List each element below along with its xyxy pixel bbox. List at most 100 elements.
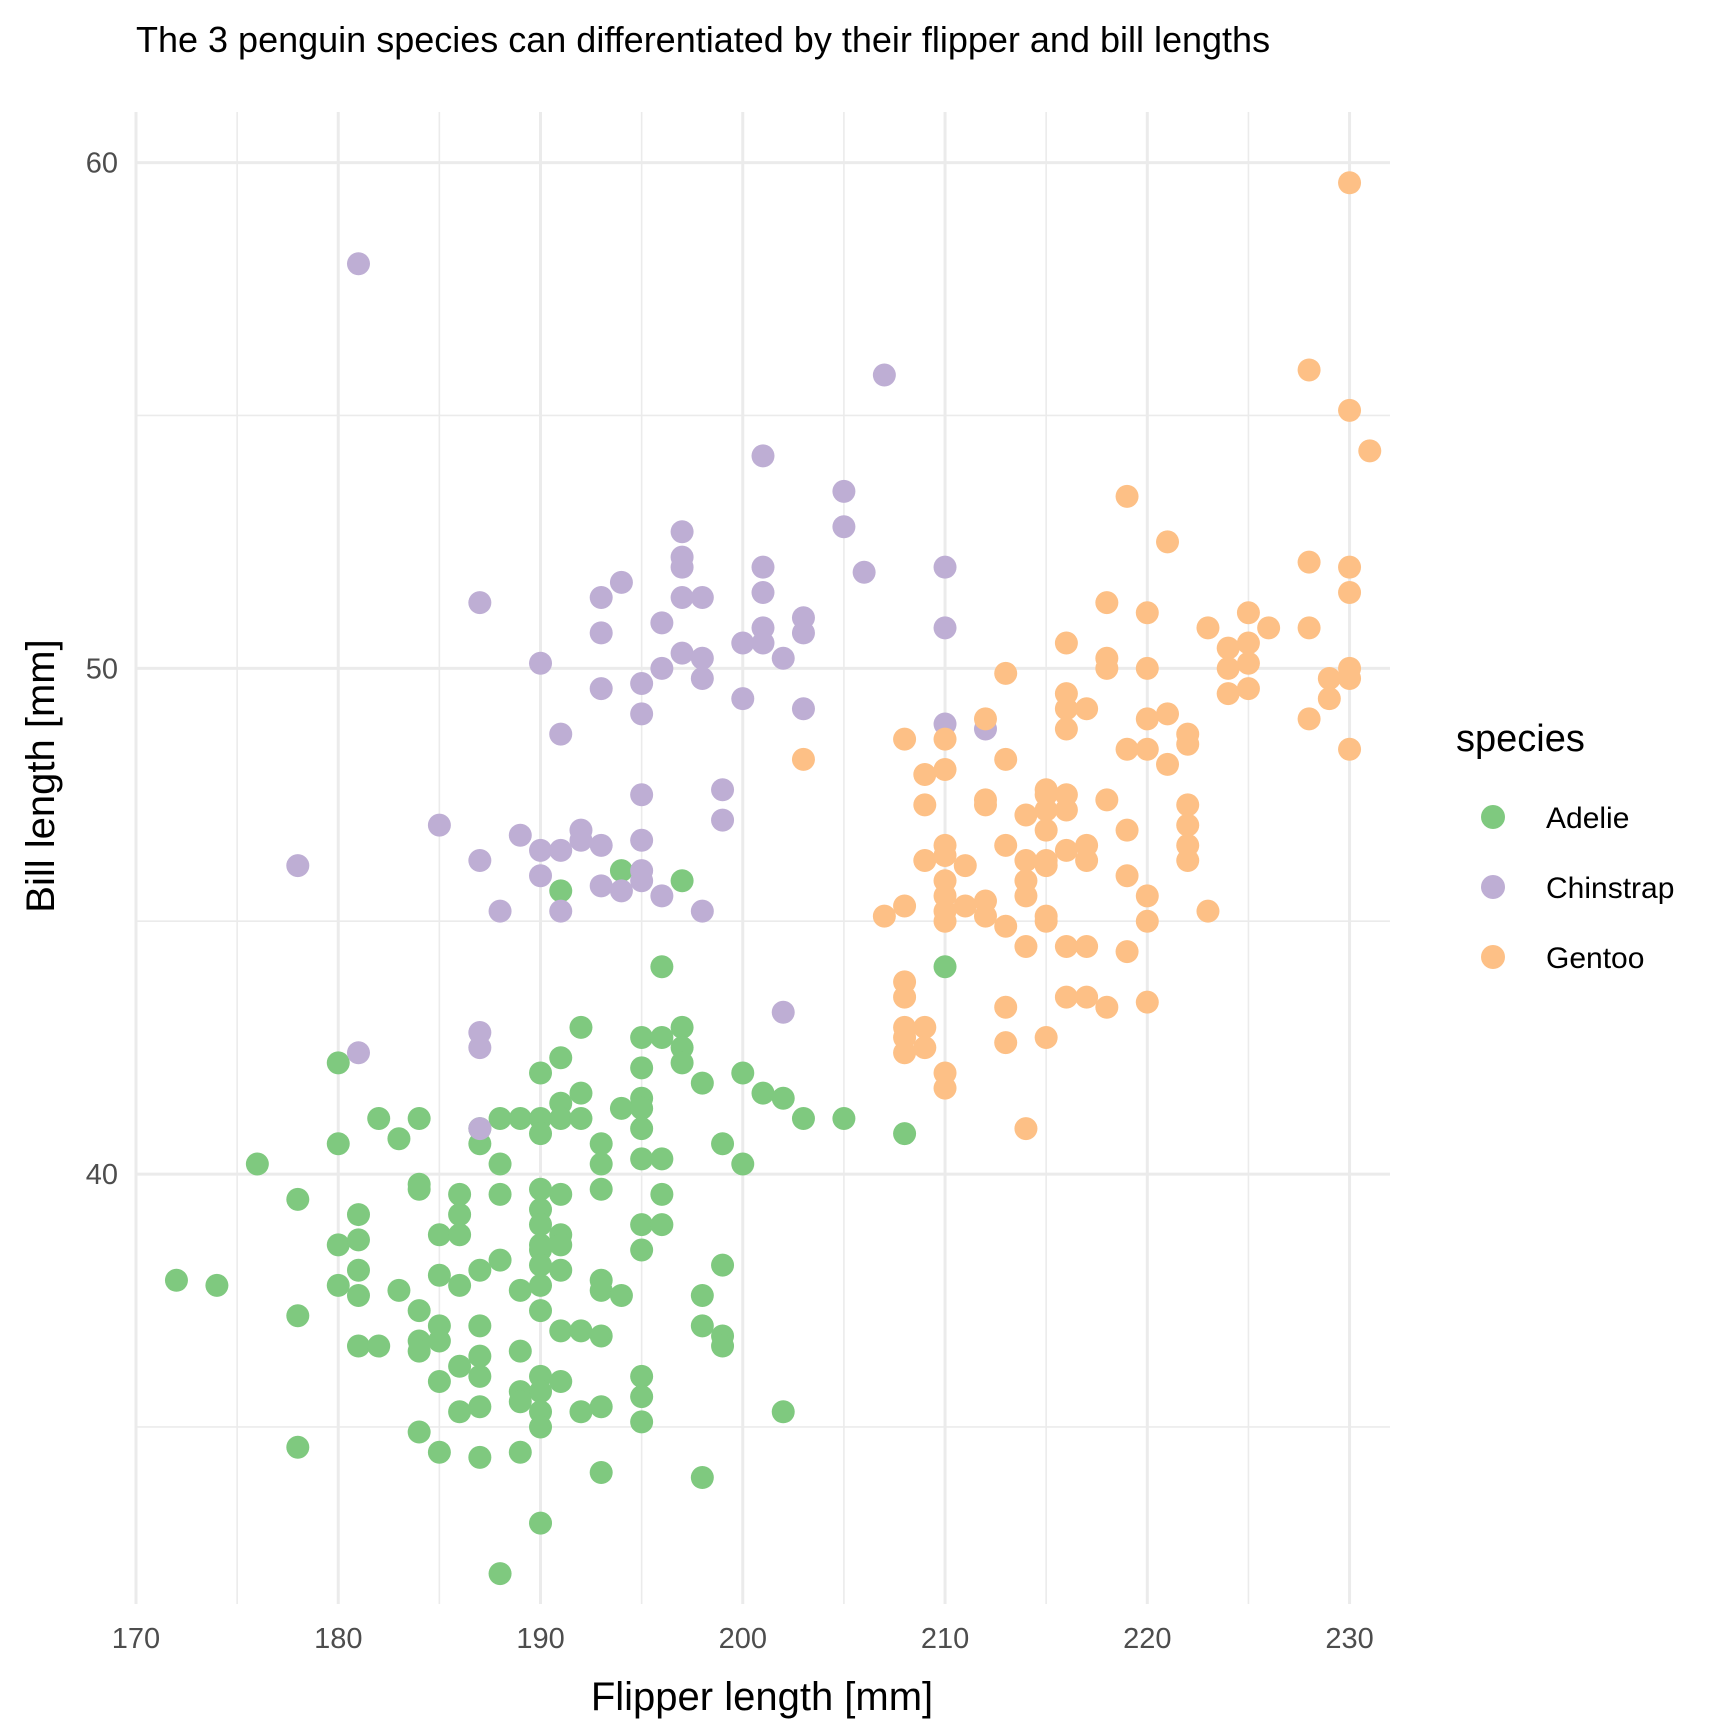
point-adelie — [448, 1354, 472, 1378]
point-gentoo — [1317, 687, 1341, 711]
point-gentoo — [1297, 616, 1321, 640]
point-gentoo — [973, 793, 997, 817]
point-adelie — [346, 1334, 370, 1358]
point-chinstrap — [427, 813, 451, 837]
point-gentoo — [1297, 358, 1321, 382]
point-adelie — [731, 1152, 755, 1176]
point-adelie — [751, 1081, 775, 1105]
point-gentoo — [933, 1061, 957, 1085]
x-tick-label: 220 — [1123, 1623, 1171, 1655]
point-adelie — [326, 1132, 350, 1156]
point-adelie — [791, 1106, 815, 1130]
point-adelie — [326, 1273, 350, 1297]
point-gentoo — [1135, 656, 1159, 680]
point-gentoo — [893, 727, 917, 751]
point-gentoo — [791, 747, 815, 771]
point-chinstrap — [751, 555, 775, 579]
point-chinstrap — [549, 838, 573, 862]
x-tick-label: 210 — [921, 1623, 969, 1655]
point-gentoo — [933, 727, 957, 751]
point-chinstrap — [690, 586, 714, 610]
point-adelie — [549, 879, 573, 903]
point-chinstrap — [832, 515, 856, 539]
point-gentoo — [933, 843, 957, 867]
point-gentoo — [1095, 656, 1119, 680]
point-adelie — [427, 1369, 451, 1393]
legend-title: species — [1456, 718, 1585, 760]
point-adelie — [427, 1263, 451, 1287]
point-adelie — [630, 1238, 654, 1262]
point-adelie — [448, 1400, 472, 1424]
point-adelie — [569, 1319, 593, 1343]
legend-label-gentoo: Gentoo — [1546, 942, 1644, 975]
point-gentoo — [1014, 1117, 1038, 1141]
point-gentoo — [1135, 737, 1159, 761]
point-chinstrap — [791, 697, 815, 721]
point-adelie — [468, 1314, 492, 1338]
point-adelie — [448, 1223, 472, 1247]
point-adelie — [690, 1283, 714, 1307]
point-adelie — [650, 1026, 674, 1050]
point-gentoo — [1115, 818, 1139, 842]
point-gentoo — [1054, 631, 1078, 655]
point-gentoo — [1034, 909, 1058, 933]
point-adelie — [468, 1364, 492, 1388]
point-chinstrap — [589, 833, 613, 857]
point-adelie — [407, 1339, 431, 1363]
point-adelie — [468, 1395, 492, 1419]
point-gentoo — [953, 894, 977, 918]
point-gentoo — [994, 914, 1018, 938]
point-chinstrap — [751, 580, 775, 604]
point-chinstrap — [711, 778, 735, 802]
point-chinstrap — [933, 555, 957, 579]
point-gentoo — [1075, 935, 1099, 959]
point-adelie — [407, 1420, 431, 1444]
point-adelie — [569, 1106, 593, 1130]
point-gentoo — [1135, 909, 1159, 933]
legend-label-adelie: Adelie — [1546, 802, 1629, 835]
point-gentoo — [1034, 798, 1058, 822]
point-adelie — [407, 1177, 431, 1201]
point-adelie — [488, 1152, 512, 1176]
x-tick-label: 180 — [314, 1623, 362, 1655]
x-axis-label: Flipper length [mm] — [591, 1675, 933, 1719]
chart-title: The 3 penguin species can differentiated… — [136, 19, 1270, 60]
point-gentoo — [1236, 601, 1260, 625]
point-chinstrap — [609, 879, 633, 903]
point-gentoo — [1338, 580, 1362, 604]
point-chinstrap — [872, 363, 896, 387]
point-adelie — [529, 1253, 553, 1277]
point-chinstrap — [589, 677, 613, 701]
point-adelie — [630, 1026, 654, 1050]
point-gentoo — [913, 1036, 937, 1060]
point-adelie — [387, 1127, 411, 1151]
point-adelie — [650, 1213, 674, 1237]
point-gentoo — [994, 661, 1018, 685]
point-adelie — [569, 1015, 593, 1039]
point-gentoo — [1014, 849, 1038, 873]
point-adelie — [690, 1466, 714, 1490]
point-adelie — [630, 1410, 654, 1434]
point-chinstrap — [529, 838, 553, 862]
point-adelie — [286, 1304, 310, 1328]
point-gentoo — [1075, 697, 1099, 721]
point-adelie — [630, 1096, 654, 1120]
legend-key-gentoo — [1481, 945, 1505, 969]
point-adelie — [630, 1385, 654, 1409]
point-chinstrap — [670, 586, 694, 610]
point-adelie — [711, 1334, 735, 1358]
y-tick-label: 40 — [86, 1159, 118, 1191]
point-chinstrap — [751, 444, 775, 468]
point-gentoo — [1236, 651, 1260, 675]
point-gentoo — [1216, 656, 1240, 680]
point-gentoo — [1297, 707, 1321, 731]
point-gentoo — [1054, 798, 1078, 822]
point-gentoo — [1014, 803, 1038, 827]
point-gentoo — [1156, 530, 1180, 554]
point-gentoo — [933, 757, 957, 781]
point-adelie — [529, 1061, 553, 1085]
point-gentoo — [1176, 849, 1200, 873]
point-adelie — [711, 1132, 735, 1156]
point-chinstrap — [690, 646, 714, 670]
point-gentoo — [1095, 591, 1119, 615]
